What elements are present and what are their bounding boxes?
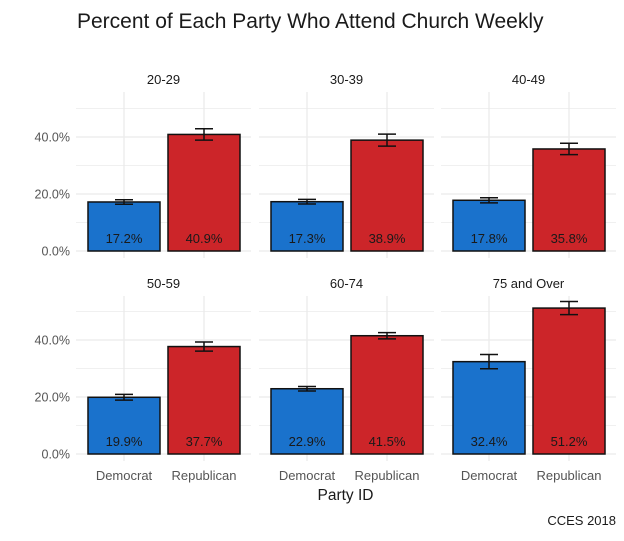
bar-republican xyxy=(167,133,241,252)
facet-label: 50-59 xyxy=(147,276,180,291)
facet-panel: 20-29 0.0% 20.0% 40.0% 17.2% 40.9% xyxy=(35,72,251,259)
bar-value-label: 35.8% xyxy=(551,231,588,246)
y-tick-label: 0.0% xyxy=(42,245,71,259)
facet-label: 60-74 xyxy=(330,276,363,291)
bar-value-label: 40.9% xyxy=(186,231,223,246)
bar-democrat xyxy=(87,396,161,455)
caption: CCES 2018 xyxy=(547,513,616,528)
facet-panel: 40-49 17.8% 35.8% xyxy=(441,72,616,258)
x-tick-label: Republican xyxy=(354,468,419,483)
facet-label: 40-49 xyxy=(512,72,545,87)
bar-republican xyxy=(350,334,424,455)
y-tick-label: 20.0% xyxy=(35,188,70,202)
bar-republican xyxy=(532,307,606,455)
bar-republican xyxy=(350,139,424,252)
y-tick-label: 40.0% xyxy=(35,334,70,348)
x-tick-label: Republican xyxy=(536,468,601,483)
bar-value-label: 22.9% xyxy=(289,434,326,449)
x-tick-label: Democrat xyxy=(461,468,518,483)
bar-value-label: 19.9% xyxy=(106,434,143,449)
x-axis-title: Party ID xyxy=(318,487,374,504)
bar-value-label: 17.8% xyxy=(471,231,508,246)
bar-value-label: 17.2% xyxy=(106,231,143,246)
y-tick-label: 20.0% xyxy=(35,391,70,405)
bar-republican xyxy=(167,345,241,455)
bar-democrat xyxy=(452,360,526,455)
bar-democrat xyxy=(87,201,161,252)
chart-title: Percent of Each Party Who Attend Church … xyxy=(77,10,544,33)
facet-label: 75 and Over xyxy=(493,276,565,291)
bar-democrat xyxy=(452,199,526,252)
y-tick-label: 0.0% xyxy=(42,448,71,462)
facet-panel: 30-39 17.3% 38.9% xyxy=(259,72,434,258)
x-tick-label: Democrat xyxy=(96,468,153,483)
bar-value-label: 17.3% xyxy=(289,231,326,246)
facet-panel: 50-59 0.0% 20.0% 40.0% 19.9% Democrat 37.7% Rep… xyxy=(35,276,251,483)
bar-value-label: 38.9% xyxy=(369,231,406,246)
bar-value-label: 37.7% xyxy=(186,434,223,449)
y-tick-label: 40.0% xyxy=(35,131,70,145)
bar-value-label: 41.5% xyxy=(369,434,406,449)
bar-democrat xyxy=(270,387,344,455)
x-tick-label: Democrat xyxy=(279,468,336,483)
facet-label: 20-29 xyxy=(147,72,180,87)
bar-democrat xyxy=(270,200,344,252)
facet-label: 30-39 xyxy=(330,72,363,87)
bar-value-label: 51.2% xyxy=(551,434,588,449)
facet-panel: 60-74 22.9% Democrat 41.5% Republican xyxy=(259,276,434,483)
facet-panel: 75 and Over 32.4% Democrat 51.2% Republican xyxy=(441,276,616,483)
bar-value-label: 32.4% xyxy=(471,434,508,449)
x-tick-label: Republican xyxy=(171,468,236,483)
bar-republican xyxy=(532,148,606,252)
